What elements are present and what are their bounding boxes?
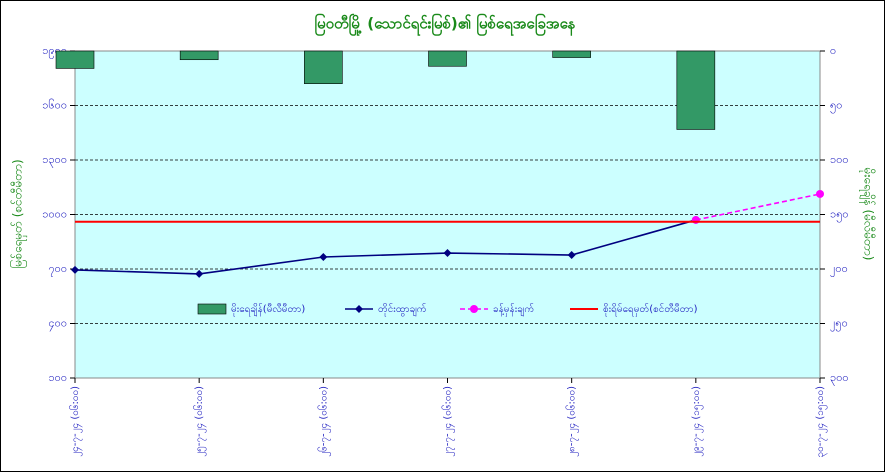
forecast-line [695,193,821,221]
y-tick-label: ၇၀၀ [48,262,67,277]
point [319,253,328,262]
y-tick-label: ၄၀၀ [48,317,67,332]
bar [676,50,716,130]
x-tick-label: ၂၄-၇-၂၄ (၀၆:၀၀) [68,386,83,457]
bar [179,50,219,61]
legend-label: တိုင်းထွာချက် [378,302,427,317]
y-tick-label: ၁၆၀၀ [42,99,67,112]
bar [552,50,591,58]
bar [55,50,95,69]
y2-tick-label: ၅၀ [830,99,842,114]
point [816,189,824,198]
x-tick-label: ၂၅-၇-၂၄ (၀၆:၀၀) [192,386,207,457]
bar [304,50,343,85]
x-tick-label: ၂၉-၇-၂၄ (၁၅:၀၀) [691,386,704,457]
y-axis-label: မြစ်ရေမှတ် (စင်တီမီတာ) [9,159,28,268]
y2-tick-label: ၁၅၀ [830,208,849,223]
legend-marker [355,305,363,313]
legend-label: ခန့်မှန်းချက် [493,302,534,317]
point [71,265,79,274]
x-tick-label: ၂၇-၇-၂၄ (၀၆:၀၀) [441,386,456,457]
legend-label: မိုးရေချိန်(မီလီမီတာ) [231,302,305,317]
y-tick-label: ၁၀၀ [48,371,67,384]
x-tick-label: ၂၈-၇-၂၄ (၀၆:၀၀) [565,386,580,457]
point [567,251,576,260]
y2-tick-label: ၃၀၀ [830,371,849,386]
series-line [74,219,697,275]
y2-tick-label: ၁၀၀ [830,153,849,166]
legend-label: စိုးရိမ်ရေမှတ်(စင်တီမီတာ) [603,302,698,317]
y-tick-label: ၁၃၀၀ [42,153,67,168]
bar [428,50,467,67]
y2-tick-label: ၀ [830,44,836,57]
point [195,269,204,278]
point [443,249,452,258]
y2-tick-label: ၂၀၀ [830,262,848,277]
x-tick-label: ၂၆-၇-၂၄ (၀၆:၀၀) [316,386,331,457]
legend-swatch [197,303,227,315]
y-tick-label: ၁၀၀၀ [42,208,67,221]
x-tick-label: ၃၀-၇-၂၄ (၁၅:၀၀) [815,386,828,458]
y2-axis-label: မိုးရေချိန် (မီလီမီတာ) [859,168,877,261]
legend-marker [470,305,478,313]
y2-tick-label: ၂၅၀ [830,317,848,332]
